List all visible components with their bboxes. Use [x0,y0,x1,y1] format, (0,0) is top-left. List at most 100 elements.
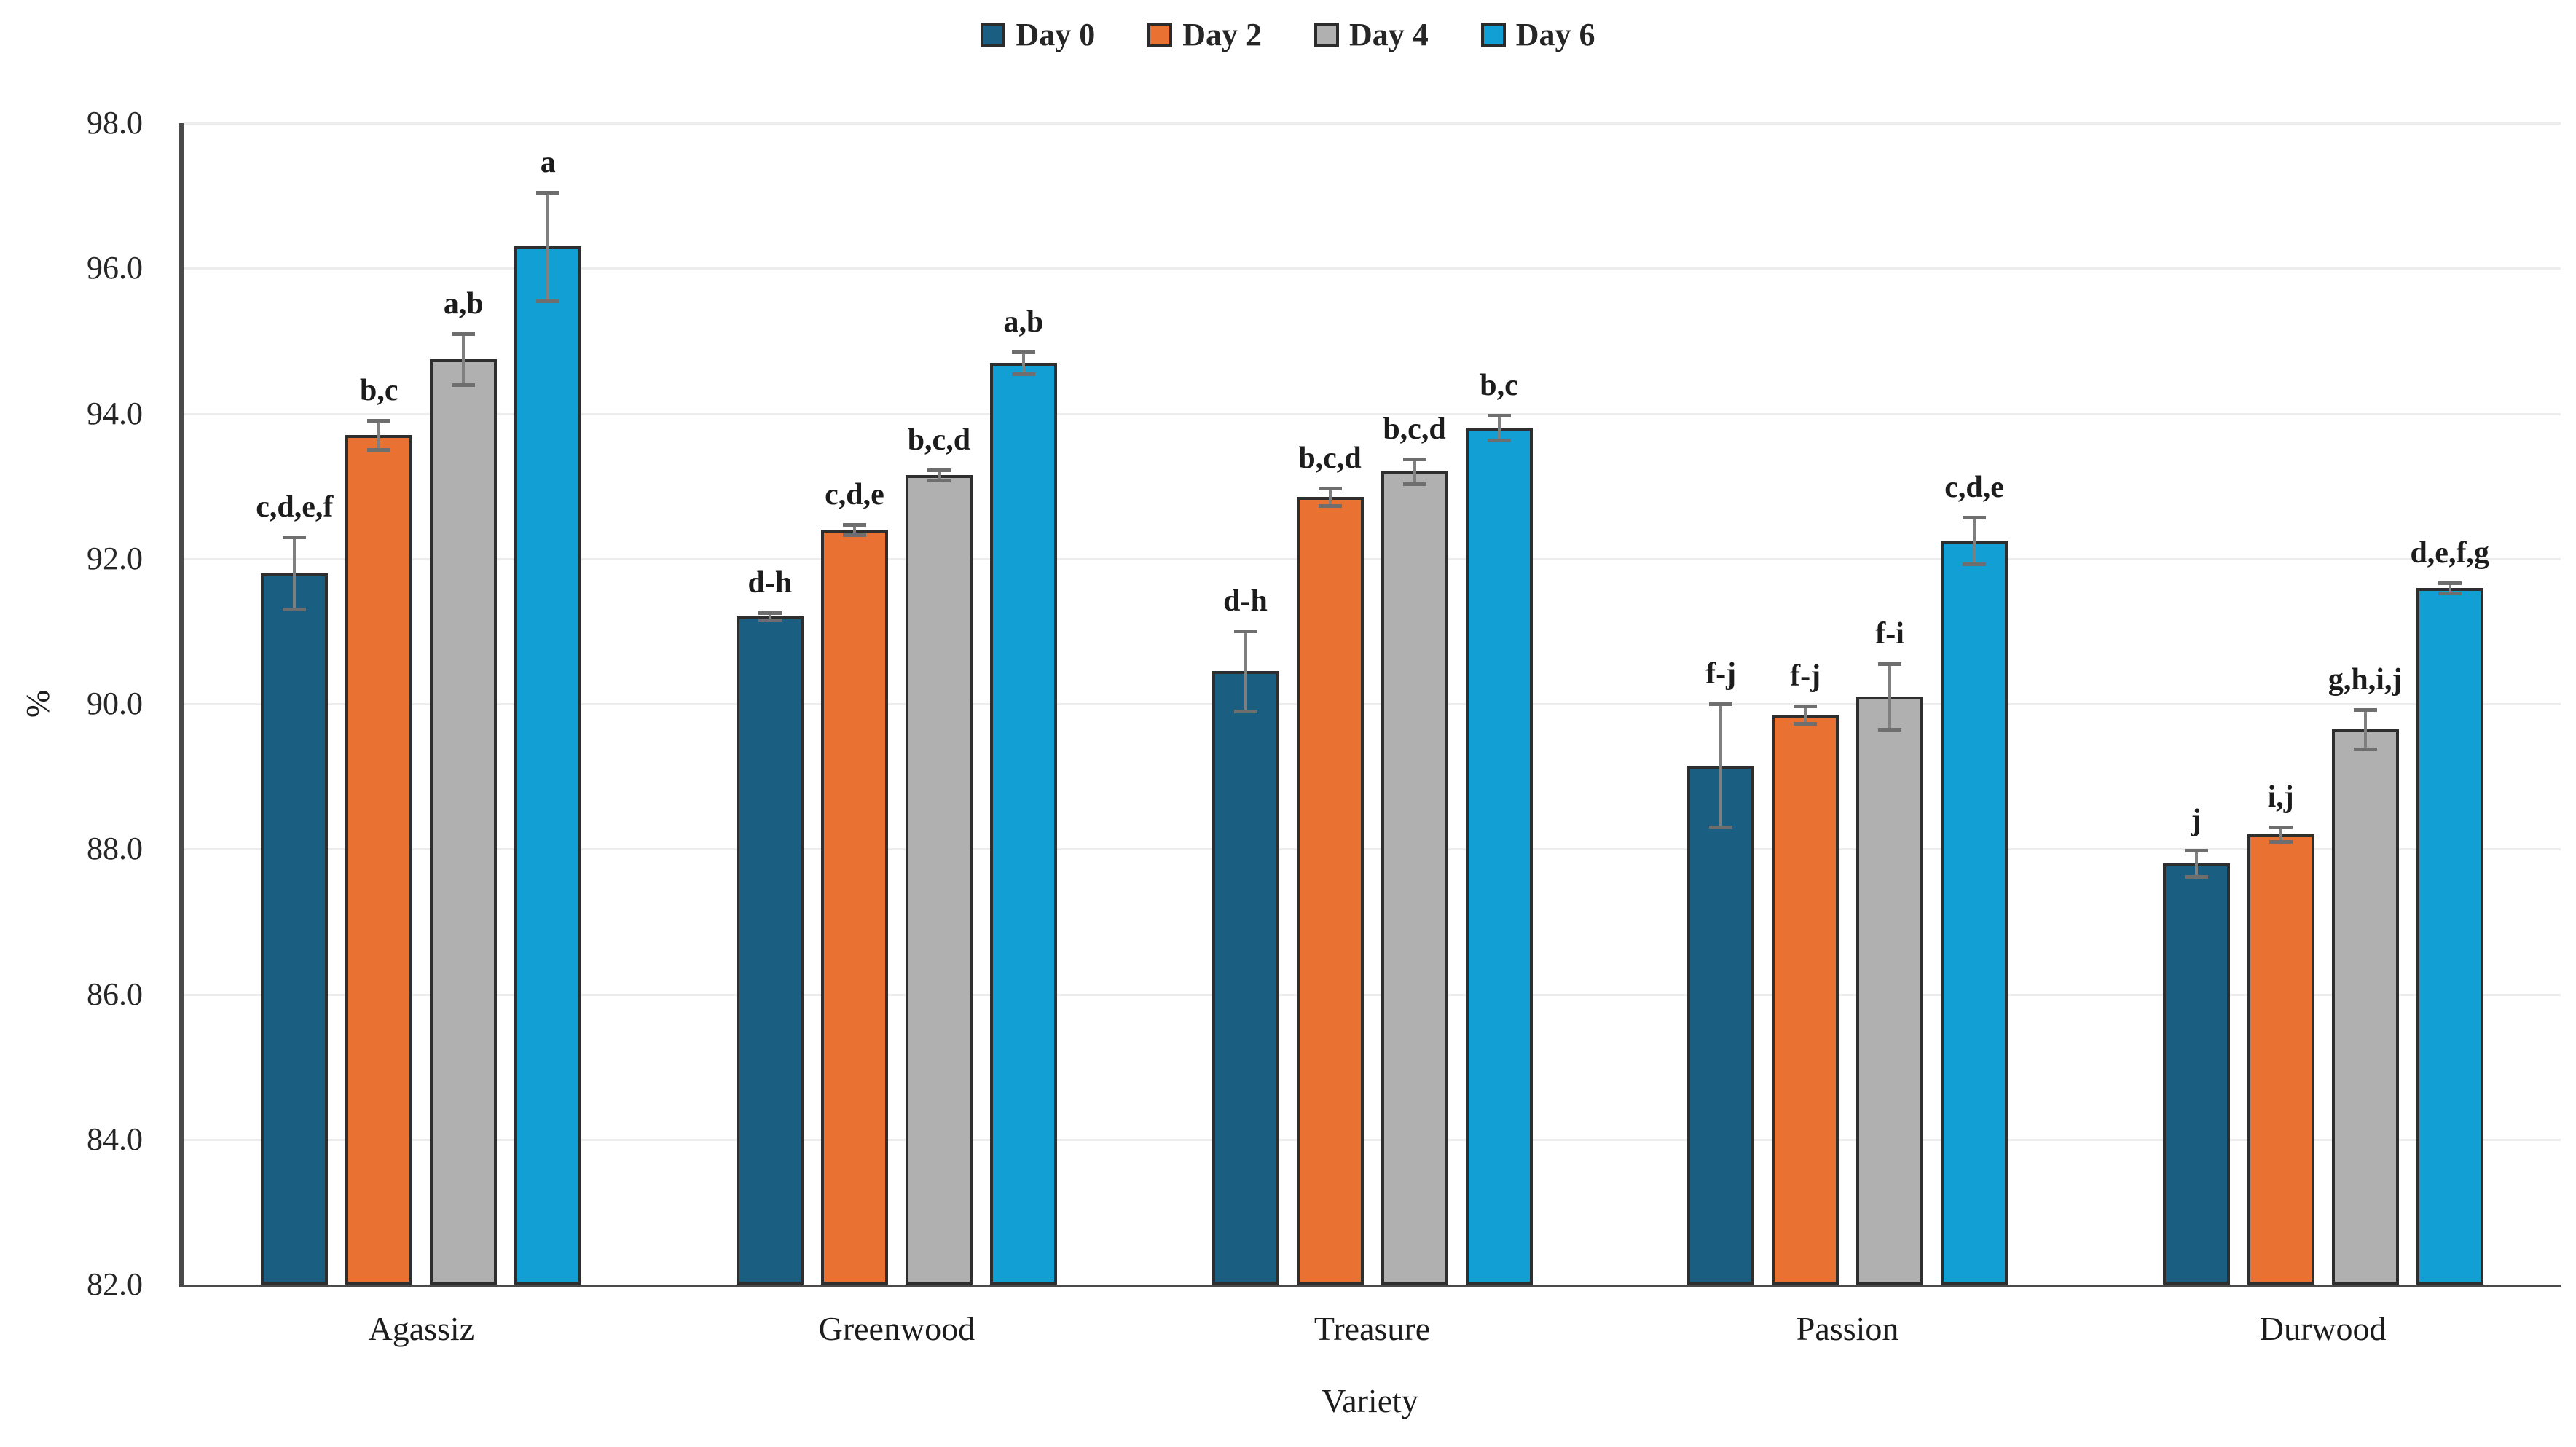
bar [2416,587,2483,1285]
gridline [184,122,2561,125]
gridline [184,993,2561,996]
bar [1381,471,1448,1285]
significance-label: b,c [360,374,398,408]
error-bar-top-cap [2269,826,2293,830]
y-tick-label: 88.0 [87,831,143,867]
significance-label: g,h,i,j [2328,662,2403,697]
gridline [184,848,2561,851]
bar [1941,540,2008,1285]
bar [1687,765,1755,1285]
gridline [184,703,2561,705]
error-bar-bottom-cap [1318,504,1342,509]
significance-label: f-j [1790,659,1821,693]
error-bar [1973,517,1976,564]
error-bar [1888,664,1892,729]
bar [430,358,498,1285]
error-bar [852,524,856,535]
significance-label: c,d,e [1944,470,2004,504]
error-bar-top-cap [283,535,307,539]
error-bar-top-cap [536,190,560,195]
error-bar-bottom-cap [1709,826,1733,830]
bar [2331,729,2399,1285]
error-bar-top-cap [452,332,476,336]
x-axis-line [179,1285,2561,1287]
error-bar [768,613,771,621]
significance-label: a [540,145,556,179]
error-bar-bottom-cap [927,479,951,483]
error-bar [1328,488,1332,506]
error-bar-bottom-cap [367,448,391,452]
category-label: Treasure [1313,1310,1431,1347]
legend-swatch-icon [981,23,1006,47]
legend-label: Day 2 [1182,17,1262,52]
legend-item: Day 4 [1314,19,1429,51]
error-bar-bottom-cap [536,299,560,304]
y-tick-label: 96.0 [87,250,143,286]
legend-swatch-icon [1314,23,1339,47]
significance-label: b,c,d [1383,412,1446,447]
error-bar-top-cap [2438,581,2462,585]
error-bar-top-cap [1963,515,1987,519]
error-bar-bottom-cap [2438,591,2462,595]
significance-label: b,c,d [1298,442,1362,476]
error-bar [546,192,550,302]
gridline [184,412,2561,415]
error-bar-bottom-cap [1487,439,1511,443]
error-bar-bottom-cap [1402,482,1426,487]
error-bar-bottom-cap [842,533,866,537]
error-bar [1021,351,1025,374]
error-bar-top-cap [1233,630,1257,634]
significance-label: f-i [1875,617,1904,651]
error-bar-bottom-cap [2353,747,2377,751]
legend-item: Day 2 [1147,19,1262,51]
y-tick-label: 82.0 [87,1266,143,1302]
significance-label: d-h [1223,584,1268,619]
bar [905,475,973,1285]
category-label: Durwood [2259,1310,2387,1347]
bar [514,246,582,1285]
error-bar-bottom-cap [1963,562,1987,566]
error-bar-top-cap [2353,707,2377,712]
error-bar-top-cap [1318,487,1342,491]
error-bar-top-cap [1487,414,1511,418]
error-bar-top-cap [1402,458,1426,462]
bar [2162,863,2230,1285]
bar [736,616,804,1285]
legend-swatch-icon [1147,23,1173,47]
category-label: Greenwood [818,1310,975,1347]
legend-label: Day 0 [1016,17,1096,52]
error-bar-bottom-cap [452,383,476,387]
error-bar-top-cap [842,522,866,527]
legend: Day 0 Day 2 Day 4 Day 6 [0,19,2576,51]
gridline [184,267,2561,270]
bar [1296,497,1364,1285]
error-bar [377,420,381,450]
y-tick-label: 92.0 [87,540,143,576]
error-bar [937,470,941,481]
x-axis-title: Variety [1322,1382,1418,1419]
error-bar-bottom-cap [2269,840,2293,844]
error-bar-top-cap [2184,849,2208,853]
significance-label: d-h [747,566,793,600]
significance-label: j [2191,804,2202,838]
error-bar-top-cap [1011,350,1035,354]
y-tick-label: 90.0 [87,686,143,721]
significance-label: c,d,e,f [256,490,334,524]
error-bar-bottom-cap [1878,727,1902,732]
significance-label: b,c [1480,369,1518,403]
category-label: Passion [1796,1310,1899,1347]
significance-label: f-j [1705,657,1737,691]
error-bar-bottom-cap [1233,709,1257,713]
error-bar-bottom-cap [1794,721,1818,726]
error-bar [1413,459,1416,485]
y-tick-label: 84.0 [87,1121,143,1157]
error-bar-bottom-cap [283,608,307,612]
y-tick-label: 86.0 [87,976,143,1012]
bar [345,435,413,1285]
significance-label: d,e,f,g [2410,536,2489,570]
y-axis-title: % [19,689,56,718]
error-bar-top-cap [367,419,391,423]
error-bar [1719,704,1723,828]
error-bar-bottom-cap [2184,875,2208,879]
category-label: Agassiz [368,1310,475,1347]
